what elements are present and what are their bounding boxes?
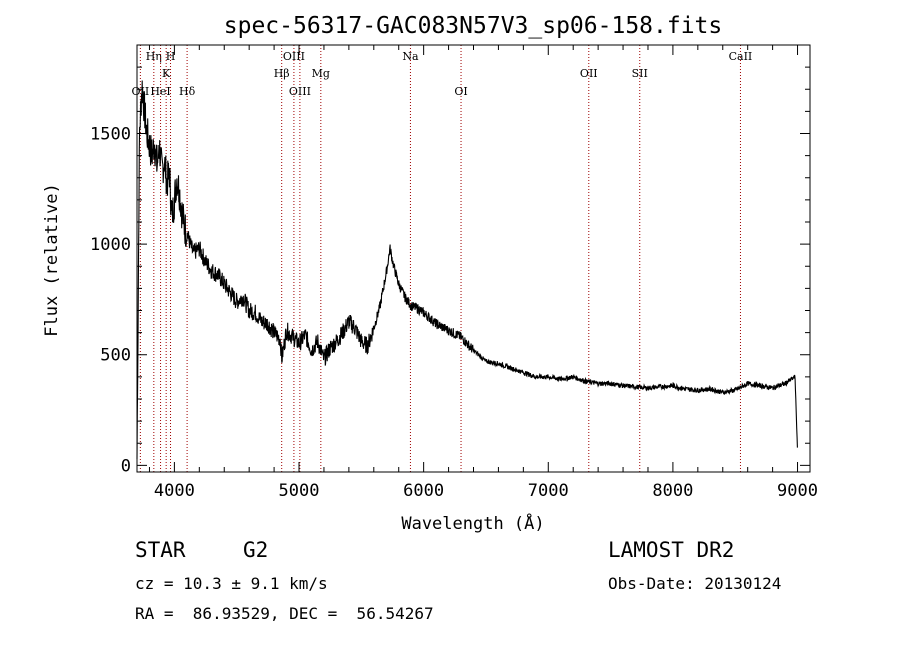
y-tick-label: 1000 — [90, 235, 131, 255]
object-class: STAR — [135, 538, 186, 562]
line-label-hη: Hη — [146, 50, 162, 63]
x-tick-label: 4000 — [154, 481, 195, 501]
line-label-k: K — [162, 67, 171, 80]
x-tick-label: 6000 — [403, 481, 444, 501]
line-label-hei: HeI — [150, 85, 170, 98]
redshift-cz: cz = 10.3 ± 9.1 km/s — [135, 574, 328, 593]
plot-frame — [136, 44, 811, 473]
line-label-hβ: Hβ — [274, 67, 290, 80]
line-label-oiii: OIII — [289, 85, 311, 98]
line-label-mg: Mg — [312, 67, 330, 80]
line-label-hδ: Hδ — [179, 85, 196, 98]
observation-date: Obs-Date: 20130124 — [608, 574, 782, 593]
y-tick-label: 0 — [121, 456, 131, 476]
y-tick-label: 500 — [100, 346, 131, 366]
x-tick-label: 5000 — [279, 481, 320, 501]
line-label-sii: SII — [632, 67, 648, 80]
line-label-h: H — [166, 50, 176, 63]
object-subclass: G2 — [243, 538, 269, 562]
axis-ticks: 4000 5000 6000 7000 8000 9000 0 500 1000 1500 — [90, 45, 818, 501]
y-tick-label: 1500 — [90, 124, 131, 144]
x-tick-label: 8000 — [652, 481, 693, 501]
y-axis-label: Flux (relative) — [42, 183, 62, 337]
x-tick-label: 7000 — [528, 481, 569, 501]
x-axis-label: Wavelength (Å) — [401, 512, 544, 534]
line-label-caii: CaII — [729, 50, 753, 63]
chart-title: spec-56317-GAC083N57V3_sp06-158.fits — [224, 13, 723, 39]
line-label-oiii: OIII — [283, 50, 305, 63]
x-tick-label: 9000 — [777, 481, 818, 501]
line-label-oii: OII — [580, 67, 598, 80]
line-label-oi: OI — [454, 85, 467, 98]
coordinates: RA = 86.93529, DEC = 56.54267 — [135, 604, 434, 623]
line-label-na: Na — [402, 50, 419, 63]
line-label-oii: OII — [132, 85, 150, 98]
spectrum-series-line — [136, 80, 798, 460]
survey-name: LAMOST DR2 — [608, 538, 735, 562]
